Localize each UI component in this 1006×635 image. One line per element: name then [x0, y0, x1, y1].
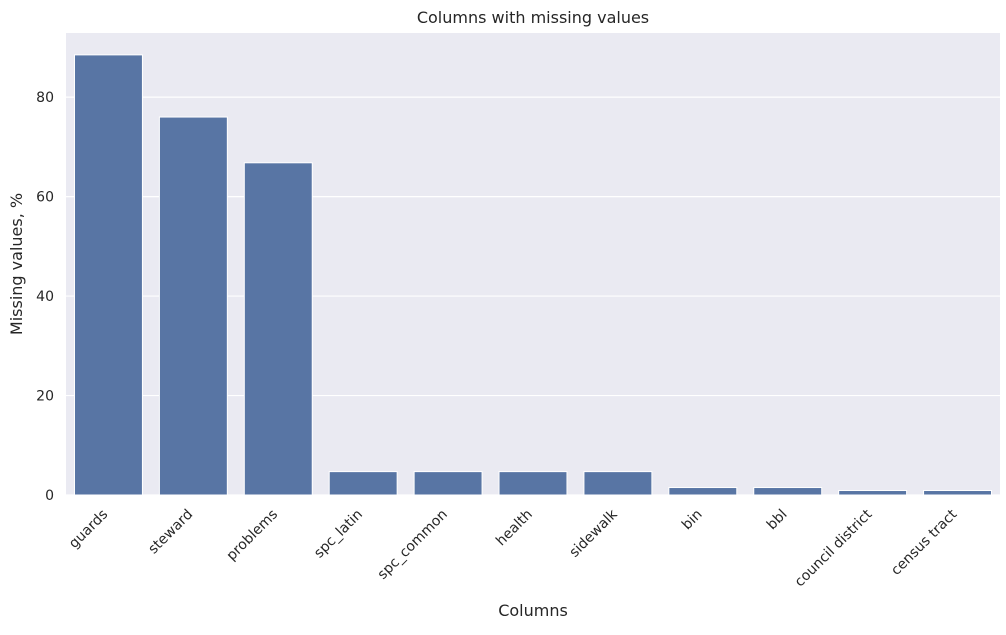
bar-census-tract: [923, 490, 993, 496]
bar-council-district: [838, 490, 908, 496]
y-tick-label: 0: [45, 488, 54, 504]
x-tick-label: steward: [145, 507, 196, 558]
y-tick-label: 20: [36, 389, 54, 405]
x-tick-label: problems: [224, 507, 281, 564]
bar-spc-common: [413, 471, 483, 496]
x-tick-label: census tract: [888, 506, 961, 579]
x-tick-label: health: [493, 507, 536, 550]
x-tick-label: bin: [679, 507, 706, 534]
bar-sidewalk: [583, 471, 653, 496]
y-tick-label: 60: [36, 190, 54, 206]
x-axis-label: Columns: [498, 601, 568, 620]
x-axis-ticks: guards steward problems spc_latin spc_common…: [66, 506, 961, 590]
bar-problems: [243, 162, 313, 496]
y-axis-label: Missing values, %: [7, 193, 26, 335]
chart-title: Columns with missing values: [417, 8, 649, 27]
bar-guards: [73, 54, 143, 496]
bar-steward: [158, 116, 228, 496]
y-tick-label: 80: [36, 90, 54, 106]
x-tick-label: council district: [792, 506, 876, 590]
bar-bin: [668, 487, 738, 496]
bars: [73, 54, 993, 496]
x-tick-label: spc_latin: [311, 507, 366, 562]
bar-health: [498, 471, 568, 496]
x-tick-label: guards: [66, 507, 111, 552]
x-tick-label: sidewalk: [566, 506, 621, 561]
y-tick-label: 40: [36, 289, 54, 305]
bar-spc-latin: [328, 471, 398, 496]
x-tick-label: bbl: [764, 507, 791, 534]
y-axis-ticks: 0 20 40 60 80: [36, 90, 54, 504]
bar-bbl: [753, 487, 823, 496]
x-tick-label: spc_common: [375, 507, 451, 583]
